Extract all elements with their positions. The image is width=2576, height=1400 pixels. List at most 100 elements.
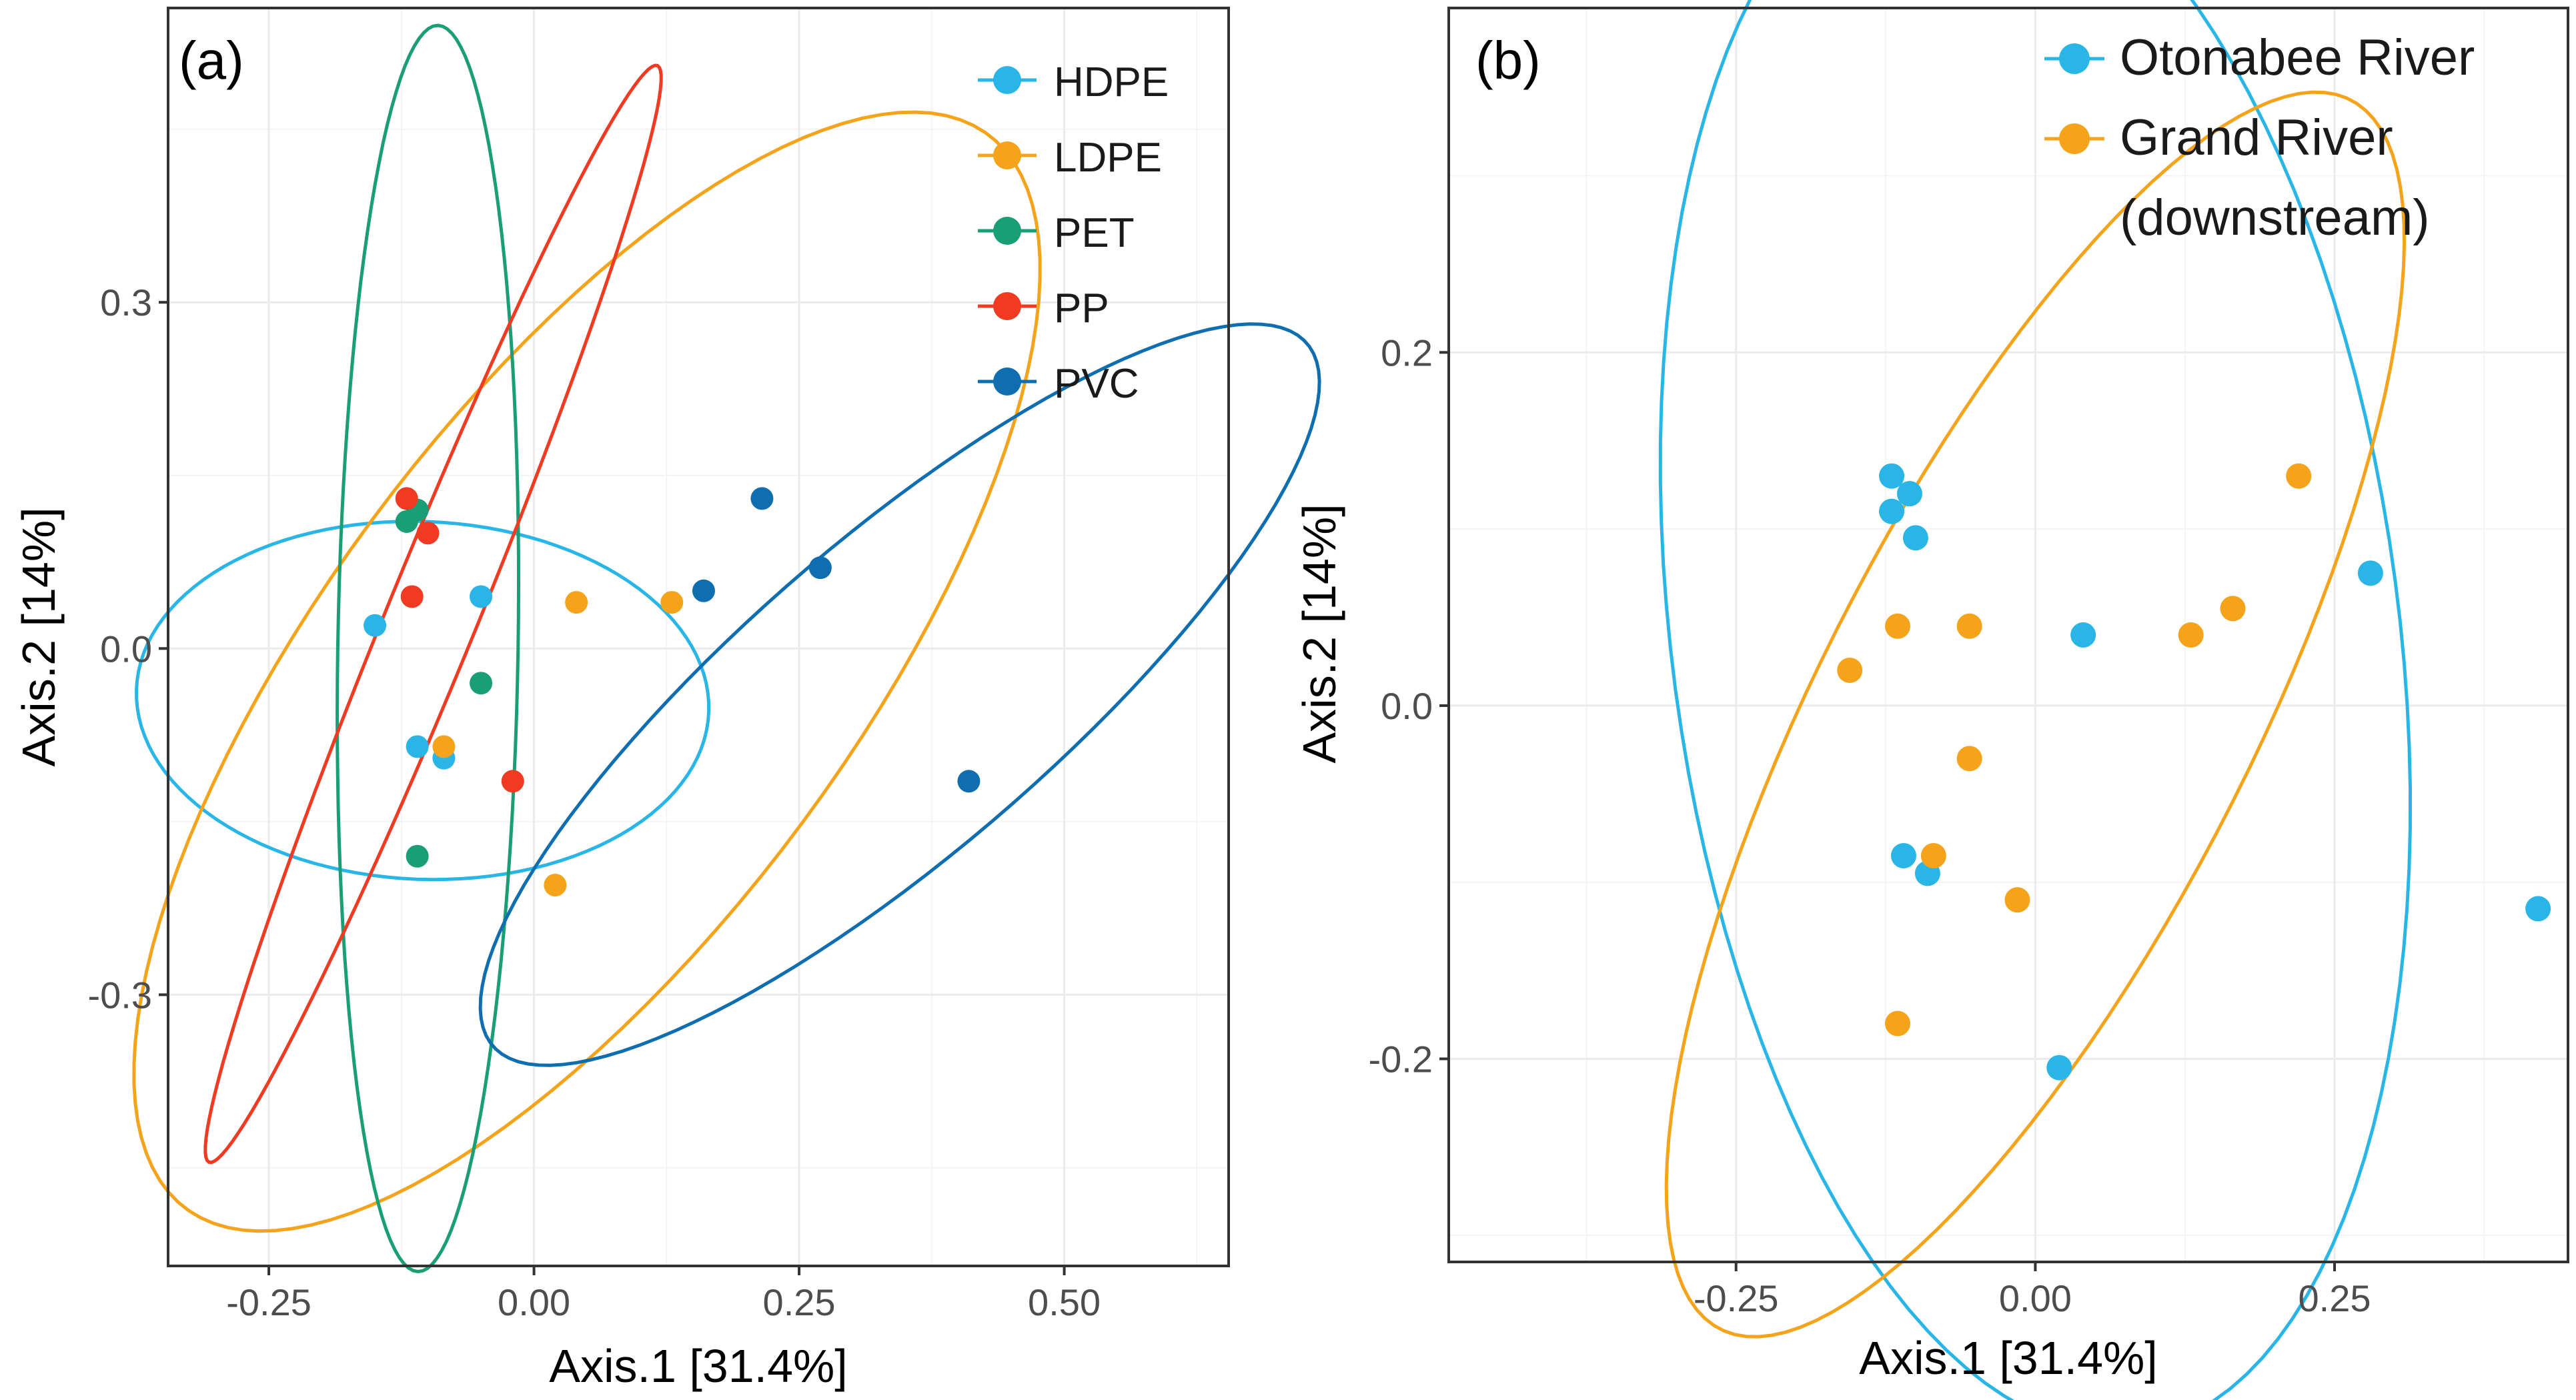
panel-a-point-pp	[501, 770, 524, 793]
panel-b-x-axis-title: Axis.1 [31.4%]	[1859, 1332, 2157, 1384]
panel-a-legend-label-pvc: PVC	[1054, 361, 1139, 407]
panel-a-legend-label-line: LDPE	[1054, 135, 1162, 181]
panel-a-point-pet	[395, 510, 418, 533]
panel-a-legend-label-line: PVC	[1054, 361, 1139, 407]
panel-a-point-pvc	[957, 770, 981, 793]
panel-a-legend-marker-hdpe	[993, 66, 1021, 94]
panel-a-point-ldpe	[660, 591, 684, 614]
panel-b-ellipses	[1658, 0, 2413, 1400]
panel-a-point-pet	[406, 844, 429, 868]
panel-b-points	[1837, 463, 2551, 1081]
panel-b-legend-label-line: (downstream)	[2120, 189, 2430, 246]
panel-b-point-otonabee-river	[1902, 525, 1928, 551]
panel-a-point-pvc	[808, 556, 832, 580]
panel-a-legend-label-ldpe: LDPE	[1054, 135, 1162, 181]
panel-b-ellipse-grand-river-downstream	[1664, 90, 2407, 1339]
panel-a-x-tick-label: -0.25	[226, 1281, 311, 1323]
panel-a-point-pvc	[750, 487, 774, 510]
panel-a-legend-marker-pet	[993, 217, 1021, 245]
panel-b-tag: (b)	[1475, 31, 1541, 90]
panel-a-legend-label-line: PP	[1054, 285, 1109, 331]
panel-a-point-pp	[395, 487, 418, 510]
panel-b-legend-label-line: Grand River	[2120, 109, 2393, 166]
panel-b-y-tick-label: 0.0	[1381, 685, 1433, 727]
panel-a-legend-marker-pvc	[993, 368, 1021, 396]
panel-b-x-tick-label: -0.25	[1694, 1277, 1779, 1319]
panel-a-legend: HDPE LDPE PET PP PVC	[978, 59, 1169, 407]
panel-b-y-tick-label: 0.2	[1381, 331, 1433, 374]
panel-a-x-tick-label: 0.25	[763, 1281, 836, 1323]
panel-a-ellipse-hdpe	[135, 520, 711, 882]
panel-b-point-grand-river-downstream	[2286, 463, 2312, 489]
panel-a-point-pp	[416, 522, 440, 545]
panel-a-chart: -0.25 0.00 0.25 0.50 -0.3 0.0 0.3 (a) Axis.1 […	[13, 7, 1321, 1392]
panel-b-point-grand-river-downstream	[1884, 613, 1910, 639]
panel-a-y-tick-label: 0.0	[100, 628, 152, 670]
panel-b-point-otonabee-river	[2070, 622, 2096, 648]
panel-b-y-tick-label: -0.2	[1369, 1038, 1433, 1080]
panel-a-point-ldpe	[544, 874, 567, 897]
panel-b-x-tick-label: 0.25	[2299, 1277, 2371, 1319]
panel-a-frame	[167, 7, 1230, 1267]
panel-b-point-grand-river-downstream	[2178, 622, 2204, 648]
panel-a-legend-marker-ldpe	[993, 141, 1021, 169]
panel-a-x-tick-label: 0.50	[1028, 1281, 1101, 1323]
panel-b-x-tick-label: 0.00	[1999, 1277, 2072, 1319]
panel-a-legend-label-hdpe: HDPE	[1054, 59, 1169, 105]
panel-a-ticks: -0.25 0.00 0.25 0.50 -0.3 0.0 0.3	[88, 281, 1101, 1323]
panel-a-point-pp	[400, 585, 424, 608]
panel-a-legend-label-pp: PP	[1054, 285, 1109, 331]
panel-b-point-otonabee-river	[1879, 498, 1905, 524]
panel-a-y-tick-label: 0.3	[100, 281, 152, 323]
panel-a-point-pet	[470, 672, 493, 695]
panel-a-major-grid	[168, 8, 1229, 1266]
panel-b-legend-label-otonabee-river: Otonabee River	[2120, 29, 2475, 86]
panel-a-point-hdpe	[364, 614, 387, 637]
panel-b-major-grid	[1449, 8, 2568, 1262]
panel-a-point-ldpe	[565, 591, 588, 614]
panel-a-point-hdpe	[470, 585, 493, 608]
panel-a-point-ldpe	[432, 735, 456, 758]
panel-a-y-tick-label: -0.3	[88, 974, 153, 1016]
panel-b-point-otonabee-river	[1896, 481, 1922, 507]
panel-b-point-grand-river-downstream	[1956, 613, 1982, 639]
panel-a-points	[364, 487, 981, 897]
panel-a-ellipse-ldpe	[132, 110, 1042, 1233]
panel-b-legend-label-grand-river-downstream: Grand River (downstream)	[2120, 109, 2430, 246]
panel-b-ticks: -0.25 0.00 0.25 -0.2 0.0 0.2	[1369, 331, 2371, 1319]
panel-a-legend-marker-pp	[993, 292, 1021, 320]
panel-b-legend: Otonabee River Grand River (downstream)	[2044, 29, 2475, 246]
panel-b-point-otonabee-river	[2525, 896, 2551, 922]
panel-b-legend-label-line: Otonabee River	[2120, 29, 2475, 86]
panel-b-point-otonabee-river	[2046, 1055, 2072, 1081]
panel-b-point-grand-river-downstream	[1956, 746, 1982, 772]
panel-a-legend-label-line: HDPE	[1054, 59, 1169, 105]
panel-b-legend-marker-grand-river-downstream	[2059, 123, 2090, 154]
panel-b-point-otonabee-river	[1879, 463, 1905, 489]
panel-a-x-tick-label: 0.00	[498, 1281, 570, 1323]
panel-b-point-grand-river-downstream	[1884, 1010, 1910, 1036]
panel-a-legend-label-line: PET	[1054, 210, 1135, 256]
panel-a-plot-area	[168, 8, 1229, 1266]
panel-a-legend-label-pet: PET	[1054, 210, 1135, 256]
panel-a-ellipses	[132, 23, 1321, 1274]
panel-b-point-otonabee-river	[2357, 560, 2383, 586]
panel-a-x-axis-title: Axis.1 [31.4%]	[549, 1340, 847, 1392]
panel-b-point-grand-river-downstream	[2004, 887, 2030, 913]
panel-b-frame	[1447, 7, 2569, 1263]
panel-b-point-grand-river-downstream	[2220, 596, 2246, 622]
panel-a-y-axis-title: Axis.2 [14%]	[13, 507, 65, 766]
panel-b-point-otonabee-river	[1890, 842, 1916, 868]
panel-a-ellipse-pet	[336, 23, 521, 1274]
panel-b-y-axis-title: Axis.2 [14%]	[1293, 504, 1345, 763]
panel-a-tag: (a)	[179, 31, 244, 90]
panel-b-point-grand-river-downstream	[1837, 657, 1863, 683]
panel-b-point-grand-river-downstream	[1920, 842, 1946, 868]
panel-b-ellipse-otonabee-river	[1658, 0, 2413, 1400]
panel-a-point-pvc	[692, 579, 715, 602]
panel-b-legend-marker-otonabee-river	[2059, 43, 2090, 74]
panel-b-chart: -0.25 0.00 0.25 -0.2 0.0 0.2 (b) Axis.1 [31.4…	[1293, 0, 2569, 1400]
panel-b-plot-area	[1449, 8, 2568, 1262]
panel-a-ellipse-pvc	[478, 322, 1321, 1067]
